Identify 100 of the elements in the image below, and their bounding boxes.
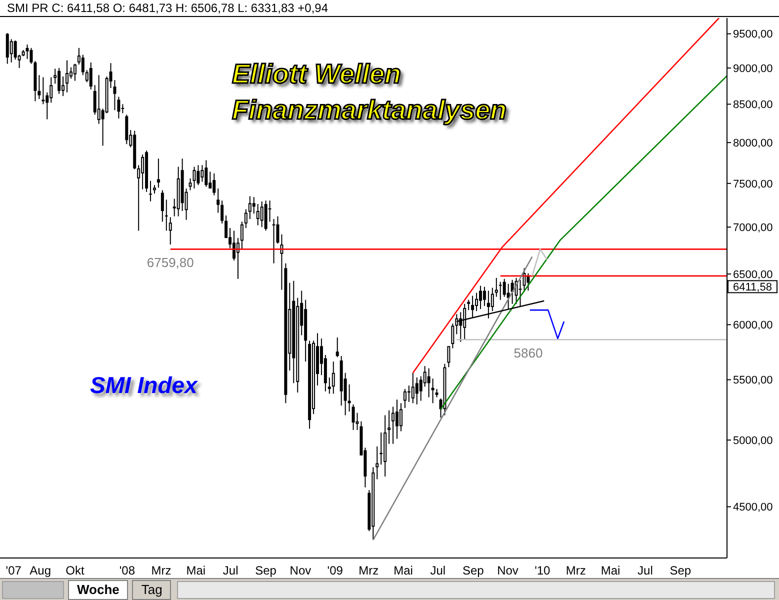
x-tick-label: Mai bbox=[394, 564, 413, 578]
text: 6411,58 bbox=[733, 282, 772, 294]
y-tick-label: 6500,00 bbox=[733, 268, 773, 281]
x-tick-label: Mai bbox=[600, 564, 620, 578]
candlestick bbox=[411, 372, 414, 404]
candlestick bbox=[336, 336, 339, 358]
x-tick-label: '09 bbox=[327, 564, 344, 578]
candlestick bbox=[451, 323, 454, 349]
x-tick-label: Sep bbox=[255, 564, 277, 578]
y-tick-label: 6000,00 bbox=[733, 320, 773, 332]
candlestick bbox=[204, 160, 208, 188]
candlestick bbox=[423, 366, 426, 388]
candlestick bbox=[502, 278, 506, 298]
text: Elliott Wellen Finanzmarktanalysen bbox=[232, 58, 508, 127]
candlestick bbox=[482, 286, 486, 306]
x-tick-label: Mrz bbox=[151, 564, 172, 578]
x-tick-label: Okt bbox=[66, 564, 85, 578]
candlestick bbox=[475, 292, 478, 312]
text: Woche bbox=[68, 580, 128, 600]
y-tick-label: 8500,00 bbox=[733, 99, 773, 112]
candlestick bbox=[14, 40, 17, 60]
text: SMI PR C: 6411,58 O: 6481,73 H: 6506,78 L: 6331,83 +0,94 bbox=[0, 0, 779, 17]
candlestick bbox=[498, 281, 502, 300]
candlestick bbox=[332, 361, 335, 394]
candlestick bbox=[85, 70, 88, 83]
annotation: 5860 bbox=[514, 346, 543, 361]
x-tick-label: Mrz bbox=[566, 564, 586, 578]
text: SMI Index bbox=[90, 372, 198, 399]
candlestick bbox=[260, 200, 264, 228]
candlestick bbox=[415, 376, 418, 405]
candlestick bbox=[447, 346, 450, 368]
y-tick-label: 9000,00 bbox=[733, 62, 773, 75]
candlestick bbox=[236, 238, 240, 280]
candlestick bbox=[66, 60, 69, 93]
candlestick bbox=[196, 164, 200, 186]
y-tick-label: 5500,00 bbox=[733, 374, 773, 387]
candlestick bbox=[376, 446, 379, 480]
candlestick bbox=[164, 199, 168, 232]
candlestick bbox=[396, 399, 399, 440]
candlestick bbox=[248, 196, 252, 220]
x-tick-label: Nov bbox=[497, 564, 518, 578]
candlestick bbox=[149, 180, 152, 202]
candlestick bbox=[403, 388, 406, 408]
candlestick bbox=[256, 204, 260, 226]
candlestick bbox=[388, 410, 391, 444]
y-tick-label: 7000,00 bbox=[733, 222, 773, 234]
x-tick-label: Mrz bbox=[358, 564, 379, 578]
text: Tag bbox=[132, 580, 172, 600]
candlestick bbox=[479, 285, 482, 310]
candlestick bbox=[141, 154, 144, 190]
candlestick bbox=[399, 402, 402, 432]
candlestick bbox=[200, 164, 204, 182]
x-tick-label: Jul bbox=[430, 564, 446, 578]
candlestick bbox=[244, 208, 248, 228]
y-tick-label: 7500,00 bbox=[733, 178, 773, 190]
x-tick-label: Mai bbox=[186, 564, 206, 578]
x-tick-label: '08 bbox=[119, 564, 136, 578]
candlestick bbox=[81, 54, 84, 76]
candlestick bbox=[328, 376, 331, 394]
candlestick bbox=[212, 172, 216, 196]
candlestick bbox=[117, 96, 120, 120]
candlestick bbox=[192, 166, 196, 189]
candlestick bbox=[380, 432, 383, 466]
candlestick bbox=[467, 299, 470, 311]
candlestick bbox=[125, 114, 128, 145]
y-tick-label: 8000,00 bbox=[733, 137, 773, 150]
y-tick-label: 9500,00 bbox=[733, 28, 773, 41]
candlestick bbox=[494, 277, 498, 298]
x-tick-label: Aug bbox=[30, 564, 52, 578]
candlestick bbox=[220, 200, 224, 224]
candlestick bbox=[232, 230, 236, 262]
candlestick bbox=[38, 74, 41, 100]
x-tick-label: Jul bbox=[222, 564, 238, 578]
candlestick bbox=[30, 47, 33, 64]
candlestick bbox=[216, 188, 220, 214]
candlestick bbox=[58, 68, 61, 94]
candlestick bbox=[240, 221, 244, 250]
candlestick bbox=[73, 63, 76, 82]
candlestick bbox=[69, 66, 72, 80]
y-tick-label: 4500,00 bbox=[733, 502, 773, 514]
annotation: 6759,80 bbox=[146, 255, 194, 270]
candlestick bbox=[272, 218, 276, 264]
candlestick bbox=[208, 171, 212, 189]
candlestick bbox=[160, 190, 164, 222]
candlestick bbox=[392, 406, 395, 444]
x-tick-label: Sep bbox=[462, 564, 484, 578]
candlestick bbox=[252, 196, 256, 214]
x-tick-label: Jul bbox=[638, 564, 653, 578]
candlestick bbox=[419, 376, 422, 402]
y-tick-label: 5000,00 bbox=[733, 434, 773, 447]
x-tick-label: Sep bbox=[670, 564, 692, 578]
x-tick-label: '10 bbox=[534, 564, 551, 578]
candlestick bbox=[97, 74, 100, 124]
candlestick bbox=[156, 158, 160, 188]
x-tick-label: '07 bbox=[6, 564, 22, 578]
candlestick bbox=[6, 32, 9, 64]
candlestick bbox=[42, 76, 45, 105]
candlestick bbox=[50, 76, 53, 104]
candlestick bbox=[352, 404, 355, 431]
candlestick bbox=[89, 62, 92, 90]
